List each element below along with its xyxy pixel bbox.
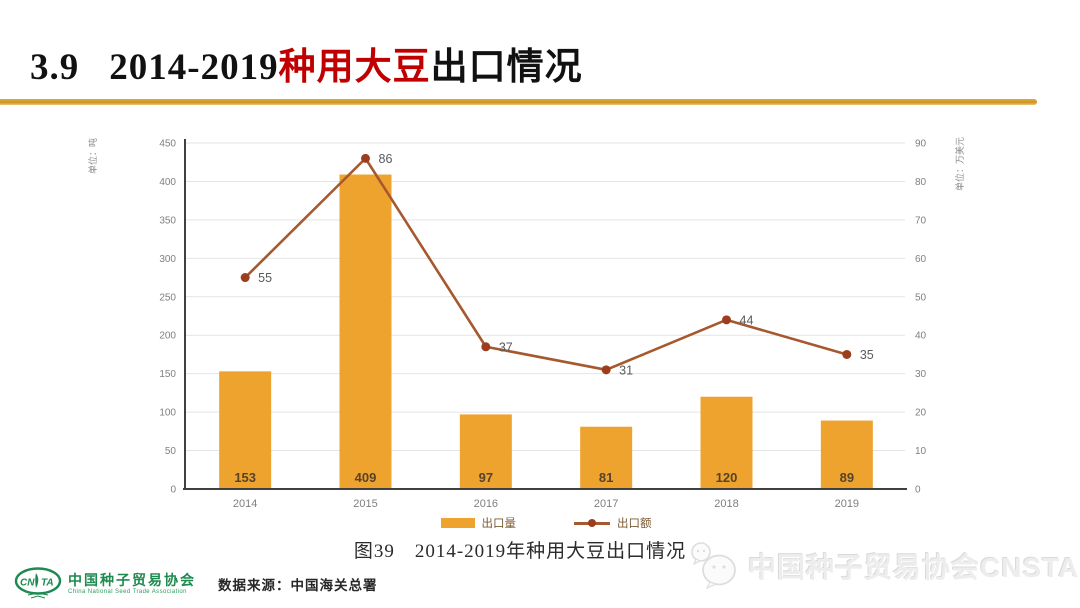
right-axis-tick: 0 [915, 485, 921, 496]
line-value-label: 37 [499, 340, 513, 354]
legend-line-swatch [574, 518, 610, 528]
line-point-2014 [240, 273, 250, 283]
left-axis-tick: 0 [170, 485, 176, 496]
bar-2017 [580, 426, 633, 489]
left-axis-tick: 100 [159, 408, 176, 419]
wechat-watermark: 中国种子贸易协会CNSTA [688, 540, 1079, 592]
right-axis-title: 单位：万美元 [954, 137, 965, 191]
page-title: 3.9 2014-2019种用大豆出口情况 [30, 36, 583, 90]
line-value-label: 86 [379, 152, 393, 166]
title-suffix: 出口情况 [430, 47, 583, 88]
x-axis-label: 2015 [353, 498, 377, 510]
right-axis-tick: 10 [915, 446, 927, 457]
legend-bar-swatch [440, 518, 475, 528]
x-axis-label: 2018 [714, 498, 738, 510]
left-axis-tick: 50 [165, 446, 177, 457]
line-series [244, 157, 848, 372]
bar-2018 [700, 396, 753, 489]
org-name-en: China National Seed Trade Association [68, 588, 187, 595]
bar-2016 [459, 414, 512, 489]
left-axis-tick: 300 [159, 254, 176, 265]
line-point-2016 [481, 342, 491, 352]
title-prefix: 2014-2019 [109, 47, 279, 88]
bar-value-label: 409 [355, 470, 377, 485]
right-axis-tick: 80 [915, 177, 927, 188]
legend-item-0: 出口量 [440, 515, 517, 531]
legend-label: 出口量 [481, 518, 517, 530]
bar-2019 [820, 420, 873, 489]
right-axis-tick: 40 [915, 331, 927, 342]
right-axis-tick: 90 [915, 139, 927, 150]
svg-text:TA: TA [41, 578, 54, 589]
line-point-2018 [722, 315, 731, 325]
line-point-2019 [842, 349, 852, 359]
svg-text:CN: CN [20, 578, 35, 589]
left-axis-tick: 350 [159, 215, 176, 226]
bar-value-label: 153 [234, 470, 256, 485]
title-highlight: 种用大豆 [278, 47, 431, 88]
line-value-label: 55 [258, 271, 272, 285]
gold-divider [0, 99, 1037, 105]
bar-value-label: 120 [716, 470, 738, 485]
x-axis-label: 2017 [594, 498, 618, 510]
legend-label: 出口额 [617, 518, 652, 530]
line-value-label: 31 [619, 363, 633, 377]
line-value-label: 35 [860, 348, 874, 362]
left-axis-tick: 400 [159, 177, 176, 188]
footer: CN TA 中国种子贸易协会 China National Seed Trade… [14, 567, 378, 601]
legend-item-1: 出口额 [574, 515, 652, 531]
right-axis-tick: 70 [915, 215, 927, 226]
x-axis-label: 2019 [835, 498, 859, 510]
bar-value-label: 81 [599, 470, 613, 485]
cnsta-logo-icon: CN TA [14, 567, 62, 599]
line-point-2017 [601, 365, 611, 375]
left-axis-tick: 150 [159, 369, 176, 380]
org-name-block: 中国种子贸易协会 China National Seed Trade Assoc… [68, 571, 196, 596]
line-point-2015 [361, 153, 370, 163]
bar-2014 [219, 371, 272, 489]
left-axis-tick: 250 [159, 292, 176, 303]
org-name-cn: 中国种子贸易协会 [68, 571, 196, 588]
left-axis-tick: 200 [159, 331, 176, 342]
bar-value-label: 97 [479, 470, 493, 485]
left-axis-title: 单位：吨 [87, 138, 98, 174]
section-number: 3.9 [30, 47, 80, 88]
right-axis-tick: 30 [915, 369, 927, 380]
wechat-icon [691, 542, 736, 590]
figure-caption: 图39 2014-2019年种用大豆出口情况 [353, 541, 687, 562]
data-source: 数据来源：中国海关总署 [218, 578, 378, 593]
right-axis-tick: 20 [915, 408, 927, 419]
right-axis-tick: 60 [915, 254, 927, 265]
watermark-text: 中国种子贸易协会CNSTA [748, 552, 1080, 583]
chart-legend: 出口量 出口额 [185, 515, 907, 531]
bar-value-label: 89 [840, 470, 854, 485]
left-axis-tick: 450 [159, 139, 176, 150]
x-axis-label: 2016 [474, 498, 498, 510]
line-value-label: 44 [740, 313, 754, 327]
bar-2015 [339, 174, 392, 489]
right-axis-tick: 50 [915, 292, 927, 303]
x-axis-label: 2014 [233, 498, 257, 510]
